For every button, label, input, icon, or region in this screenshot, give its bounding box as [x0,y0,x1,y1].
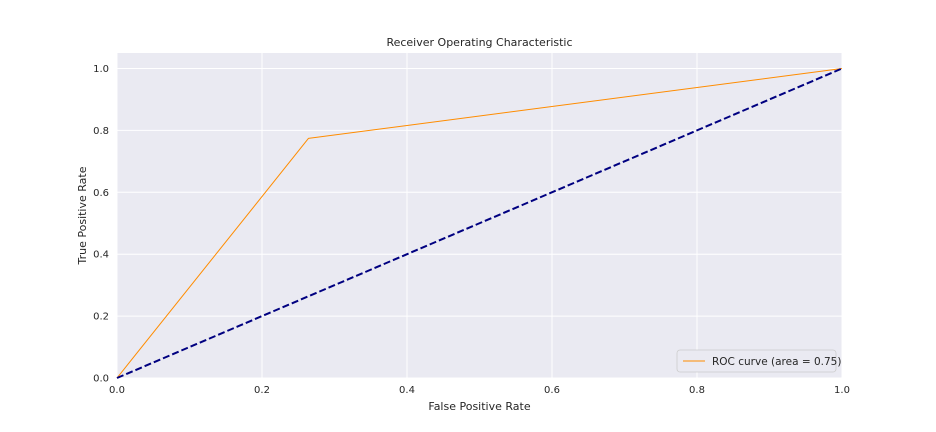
chance-diagonal-line [116,67,843,379]
x-tick-label: 0.8 [689,385,705,396]
y-tick-label: 0.6 [93,188,109,199]
legend-entry-roc: ROC curve (area = 0.75) [712,356,841,368]
series-layer [116,67,843,379]
y-axis-label: True Positive Rate [76,166,89,265]
roc-curve-line [116,67,843,379]
x-tick-label: 0.2 [254,385,270,396]
legend: ROC curve (area = 0.75) [676,349,841,373]
x-tick-label: 0.0 [109,385,125,396]
plot-area [117,53,842,378]
y-tick-label: 0.8 [93,126,109,137]
x-axis-label: False Positive Rate [428,400,530,413]
tick-labels: 0.0 0.2 0.4 0.6 0.8 1.0 0.0 0.2 0.4 0.6 0.8 1.0 [93,64,850,396]
y-tick-label: 0.0 [93,374,109,385]
y-tick-label: 1.0 [93,64,109,75]
legend-box [676,349,837,373]
x-tick-label: 0.4 [399,385,415,396]
chart-title: Receiver Operating Characteristic [386,36,572,49]
y-tick-label: 0.4 [93,250,109,261]
x-tick-label: 1.0 [834,385,850,396]
x-tick-label: 0.6 [544,385,560,396]
y-tick-label: 0.2 [93,312,109,323]
grid-lines [116,53,843,379]
